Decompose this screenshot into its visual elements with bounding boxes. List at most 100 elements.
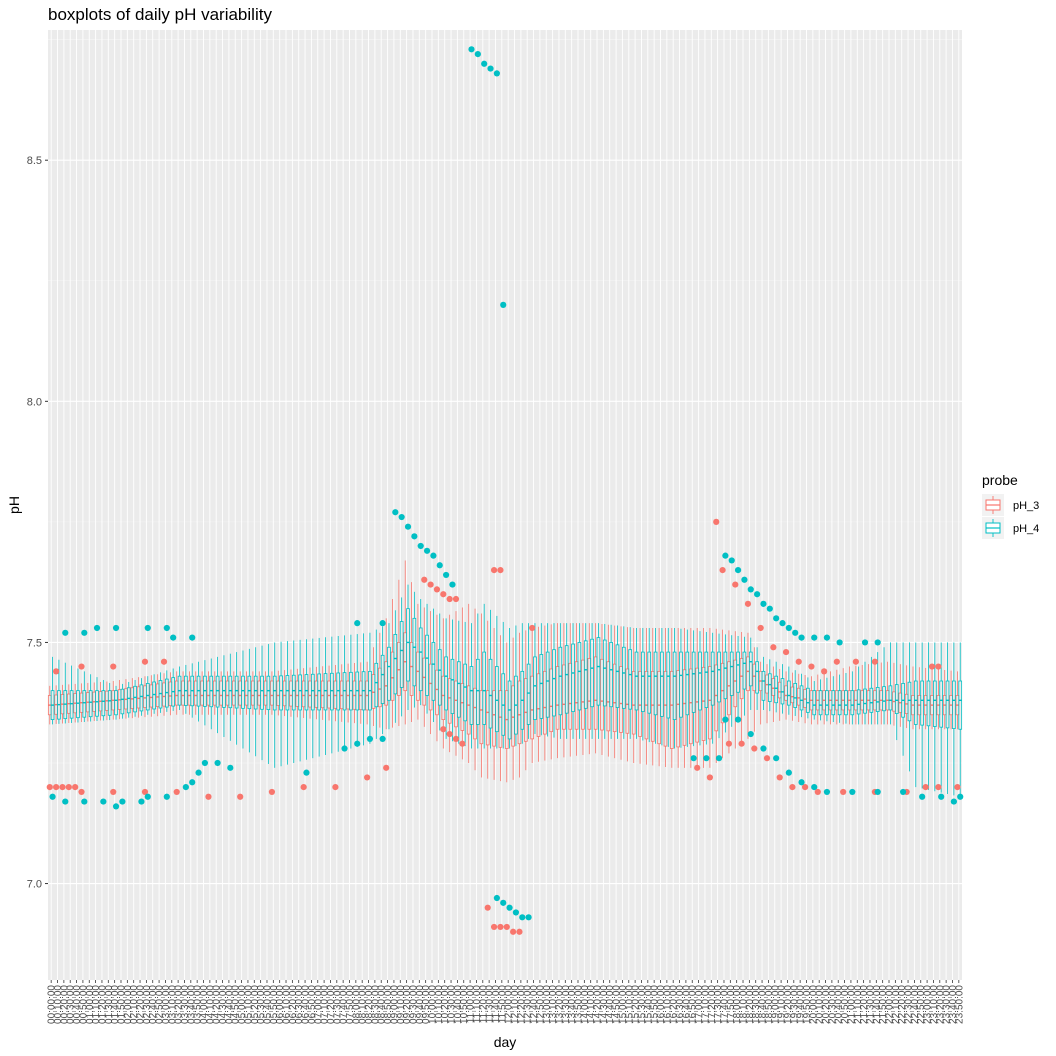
box-pH_4: [628, 627, 632, 739]
iqr-box: [596, 637, 601, 706]
box-pH_4: [856, 666, 861, 725]
iqr-box: [793, 683, 798, 708]
iqr-box: [374, 662, 379, 708]
box-pH_4: [621, 626, 626, 739]
outlier-point-pH_4: [62, 798, 69, 805]
legend-title: probe: [982, 472, 1018, 488]
outlier-point-pH_3: [770, 644, 777, 651]
box-pH_4: [399, 597, 404, 717]
outlier-point-pH_4: [811, 784, 818, 791]
box-pH_3: [365, 661, 369, 725]
iqr-box: [126, 687, 131, 714]
outlier-point-pH_3: [954, 784, 961, 791]
x-tick-label: 13:50:00: [573, 985, 584, 1024]
outlier-point-pH_4: [354, 620, 361, 627]
iqr-box: [666, 651, 671, 719]
iqr-box: [755, 661, 759, 694]
iqr-box: [863, 688, 867, 714]
x-tick-label: 13:40:00: [567, 985, 578, 1024]
iqr-box: [456, 661, 461, 718]
outlier-point-pH_4: [773, 755, 780, 762]
box-pH_4: [736, 636, 740, 722]
x-tick-label: 19:30:00: [789, 985, 800, 1024]
y-axis-title: pH: [6, 496, 22, 514]
iqr-box: [215, 675, 220, 708]
x-tick-label: 01:20:00: [97, 985, 108, 1024]
outlier-point-pH_3: [789, 784, 796, 791]
box-pH_4: [450, 619, 455, 742]
iqr-box: [767, 673, 772, 702]
box-pH_4: [272, 642, 277, 768]
x-tick-label: 00:50:00: [78, 985, 89, 1024]
box-pH_4: [139, 678, 144, 716]
iqr-box: [152, 681, 156, 710]
iqr-box: [583, 640, 588, 709]
box-pH_4: [558, 623, 563, 739]
x-tick-label: 13:30:00: [561, 985, 572, 1024]
outlier-point-pH_4: [874, 788, 881, 796]
iqr-box: [710, 651, 715, 706]
box-pH_4: [717, 633, 721, 739]
outlier-point-pH_4: [487, 65, 494, 72]
x-tick-label: 20:00:00: [808, 985, 819, 1024]
outlier-point-pH_4: [760, 745, 767, 752]
box-pH_4: [298, 639, 302, 762]
outlier-point-pH_3: [833, 658, 840, 665]
x-tick-label: 11:30:00: [485, 985, 496, 1024]
x-tick-label: 04:30:00: [218, 985, 229, 1024]
outlier-point-pH_3: [332, 784, 339, 791]
iqr-box: [260, 675, 264, 710]
outlier-point-pH_4: [112, 624, 120, 632]
iqr-box: [571, 643, 575, 712]
outlier-point-pH_4: [690, 755, 697, 762]
box-pH_4: [755, 647, 759, 710]
outlier-point-pH_4: [227, 764, 234, 771]
iqr-box: [304, 674, 309, 711]
outlier-point-pH_3: [433, 586, 441, 593]
x-tick-label: 07:50:00: [345, 985, 356, 1024]
outlier-point-pH_4: [734, 567, 742, 574]
x-tick-label: 02:20:00: [136, 985, 147, 1024]
outlier-point-pH_4: [341, 745, 348, 752]
box-pH_4: [888, 642, 893, 725]
x-tick-label: 17:20:00: [707, 985, 718, 1024]
x-tick-label: 22:10:00: [891, 985, 902, 1024]
outlier-point-pH_4: [449, 581, 456, 588]
box-pH_4: [247, 648, 252, 753]
x-tick-label: 04:50:00: [231, 985, 242, 1024]
iqr-box: [685, 651, 690, 716]
box-pH_4: [507, 627, 512, 749]
x-tick-label: 06:10:00: [282, 985, 293, 1024]
box-pH_4: [653, 627, 658, 744]
iqr-box: [691, 651, 696, 713]
box-pH_4: [279, 641, 283, 767]
x-tick-label: 21:30:00: [865, 985, 876, 1024]
x-tick-label: 15:50:00: [650, 985, 661, 1024]
outlier-point-pH_4: [798, 634, 805, 641]
x-tick-label: 17:40:00: [719, 985, 730, 1024]
outlier-point-pH_4: [741, 576, 748, 583]
x-tick-label: 16:20:00: [669, 985, 680, 1024]
x-tick-label: 15:30:00: [637, 985, 648, 1024]
outlier-point-pH_3: [776, 774, 783, 781]
y-tick-label: 7.0: [27, 879, 42, 891]
box-pH_4: [215, 656, 220, 734]
box-pH_4: [495, 615, 499, 749]
outlier-point-pH_4: [182, 784, 189, 791]
box-pH_4: [425, 603, 429, 714]
iqr-box: [920, 680, 924, 726]
box-pH_4: [234, 652, 239, 745]
box-pH_3: [301, 668, 306, 718]
iqr-box: [641, 651, 645, 712]
x-axis-title: day: [494, 1034, 517, 1050]
outlier-point-pH_3: [694, 764, 701, 771]
box-pH_4: [488, 609, 493, 749]
outlier-point-pH_3: [732, 581, 739, 588]
outlier-point-pH_3: [490, 923, 498, 931]
box-pH_4: [698, 631, 702, 746]
x-tick-label: 13:00:00: [542, 985, 553, 1024]
outlier-point-pH_3: [801, 784, 809, 791]
outlier-point-pH_4: [747, 586, 754, 593]
box-pH_4: [945, 642, 950, 794]
x-tick-label: 14:30:00: [599, 985, 610, 1024]
